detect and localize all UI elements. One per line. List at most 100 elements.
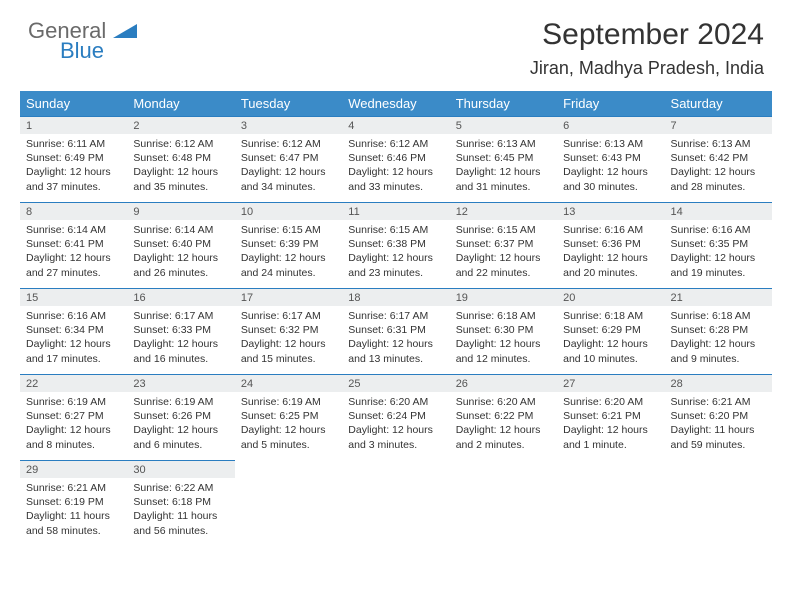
sunrise-text: Sunrise: 6:13 AM xyxy=(671,137,766,151)
sunrise-text: Sunrise: 6:17 AM xyxy=(133,309,228,323)
sunset-text: Sunset: 6:25 PM xyxy=(241,409,336,423)
day-details: Sunrise: 6:11 AMSunset: 6:49 PMDaylight:… xyxy=(20,134,127,197)
calendar-day-cell: 24 Sunrise: 6:19 AMSunset: 6:25 PMDayligh… xyxy=(235,375,342,461)
sunrise-text: Sunrise: 6:17 AM xyxy=(241,309,336,323)
daylight-text: Daylight: 12 hours and 3 minutes. xyxy=(348,423,443,451)
day-details: Sunrise: 6:20 AMSunset: 6:21 PMDaylight:… xyxy=(557,392,664,455)
sunset-text: Sunset: 6:24 PM xyxy=(348,409,443,423)
daylight-text: Daylight: 12 hours and 10 minutes. xyxy=(563,337,658,365)
day-details: Sunrise: 6:18 AMSunset: 6:30 PMDaylight:… xyxy=(450,306,557,369)
day-details: Sunrise: 6:17 AMSunset: 6:31 PMDaylight:… xyxy=(342,306,449,369)
day-details: Sunrise: 6:17 AMSunset: 6:33 PMDaylight:… xyxy=(127,306,234,369)
day-details: Sunrise: 6:18 AMSunset: 6:28 PMDaylight:… xyxy=(665,306,772,369)
logo-word2: Blue xyxy=(60,38,137,64)
day-details: Sunrise: 6:22 AMSunset: 6:18 PMDaylight:… xyxy=(127,478,234,541)
calendar-day-cell: 28Sunrise: 6:21 AMSunset: 6:20 PMDayligh… xyxy=(665,375,772,461)
day-number: 30 xyxy=(127,461,234,478)
daylight-text: Daylight: 12 hours and 1 minute. xyxy=(563,423,658,451)
daylight-text: Daylight: 12 hours and 19 minutes. xyxy=(671,251,766,279)
sunrise-text: Sunrise: 6:14 AM xyxy=(26,223,121,237)
sunset-text: Sunset: 6:31 PM xyxy=(348,323,443,337)
day-number: 19 xyxy=(450,289,557,306)
calendar-day-cell: 17Sunrise: 6:17 AMSunset: 6:32 PMDayligh… xyxy=(235,289,342,375)
calendar-day-cell: 27Sunrise: 6:20 AMSunset: 6:21 PMDayligh… xyxy=(557,375,664,461)
daylight-text: Daylight: 12 hours and 5 minutes. xyxy=(241,423,336,451)
sunrise-text: Sunrise: 6:20 AM xyxy=(348,395,443,409)
daylight-text: Daylight: 12 hours and 34 minutes. xyxy=(241,165,336,193)
sunrise-text: Sunrise: 6:21 AM xyxy=(671,395,766,409)
day-number: 10 xyxy=(235,203,342,220)
day-details: Sunrise: 6:19 AMSunset: 6:27 PMDaylight:… xyxy=(20,392,127,455)
day-number: 14 xyxy=(665,203,772,220)
calendar-day-cell: 1Sunrise: 6:11 AMSunset: 6:49 PMDaylight… xyxy=(20,117,127,203)
day-details: Sunrise: 6:13 AMSunset: 6:45 PMDaylight:… xyxy=(450,134,557,197)
sunrise-text: Sunrise: 6:12 AM xyxy=(241,137,336,151)
calendar-day-cell: 25Sunrise: 6:20 AMSunset: 6:24 PMDayligh… xyxy=(342,375,449,461)
sunrise-text: Sunrise: 6:16 AM xyxy=(563,223,658,237)
sunrise-text: Sunrise: 6:12 AM xyxy=(348,137,443,151)
sunrise-text: Sunrise: 6:18 AM xyxy=(456,309,551,323)
col-thursday: Thursday xyxy=(450,91,557,117)
sunset-text: Sunset: 6:20 PM xyxy=(671,409,766,423)
sunrise-text: Sunrise: 6:21 AM xyxy=(26,481,121,495)
calendar-day-cell: 11Sunrise: 6:15 AMSunset: 6:38 PMDayligh… xyxy=(342,203,449,289)
day-number: 27 xyxy=(557,375,664,392)
day-details: Sunrise: 6:15 AMSunset: 6:38 PMDaylight:… xyxy=(342,220,449,283)
sunrise-text: Sunrise: 6:15 AM xyxy=(456,223,551,237)
day-details: Sunrise: 6:16 AMSunset: 6:36 PMDaylight:… xyxy=(557,220,664,283)
sunrise-text: Sunrise: 6:18 AM xyxy=(671,309,766,323)
day-number: 6 xyxy=(557,117,664,134)
sunset-text: Sunset: 6:36 PM xyxy=(563,237,658,251)
col-tuesday: Tuesday xyxy=(235,91,342,117)
calendar-week-row: 22Sunrise: 6:19 AMSunset: 6:27 PMDayligh… xyxy=(20,375,772,461)
day-number: 12 xyxy=(450,203,557,220)
calendar-empty-cell xyxy=(557,461,664,547)
sunrise-text: Sunrise: 6:15 AM xyxy=(241,223,336,237)
calendar-empty-cell xyxy=(665,461,772,547)
sunset-text: Sunset: 6:38 PM xyxy=(348,237,443,251)
day-number: 15 xyxy=(20,289,127,306)
day-number: 3 xyxy=(235,117,342,134)
day-number: 8 xyxy=(20,203,127,220)
sunset-text: Sunset: 6:27 PM xyxy=(26,409,121,423)
day-details: Sunrise: 6:21 AMSunset: 6:20 PMDaylight:… xyxy=(665,392,772,455)
sunrise-text: Sunrise: 6:20 AM xyxy=(456,395,551,409)
daylight-text: Daylight: 12 hours and 16 minutes. xyxy=(133,337,228,365)
day-number: 11 xyxy=(342,203,449,220)
sunset-text: Sunset: 6:33 PM xyxy=(133,323,228,337)
calendar-empty-cell xyxy=(450,461,557,547)
calendar-day-cell: 9Sunrise: 6:14 AMSunset: 6:40 PMDaylight… xyxy=(127,203,234,289)
sunset-text: Sunset: 6:39 PM xyxy=(241,237,336,251)
sunset-text: Sunset: 6:18 PM xyxy=(133,495,228,509)
calendar-day-cell: 20Sunrise: 6:18 AMSunset: 6:29 PMDayligh… xyxy=(557,289,664,375)
calendar-day-cell: 29Sunrise: 6:21 AMSunset: 6:19 PMDayligh… xyxy=(20,461,127,547)
day-number: 26 xyxy=(450,375,557,392)
sunset-text: Sunset: 6:48 PM xyxy=(133,151,228,165)
page-title: September 2024 xyxy=(530,18,764,52)
calendar-body: 1Sunrise: 6:11 AMSunset: 6:49 PMDaylight… xyxy=(20,117,772,547)
daylight-text: Daylight: 12 hours and 30 minutes. xyxy=(563,165,658,193)
day-number: 1 xyxy=(20,117,127,134)
day-details: Sunrise: 6:16 AMSunset: 6:34 PMDaylight:… xyxy=(20,306,127,369)
day-details: Sunrise: 6:17 AMSunset: 6:32 PMDaylight:… xyxy=(235,306,342,369)
sunset-text: Sunset: 6:49 PM xyxy=(26,151,121,165)
daylight-text: Daylight: 12 hours and 12 minutes. xyxy=(456,337,551,365)
sunset-text: Sunset: 6:30 PM xyxy=(456,323,551,337)
calendar-table: Sunday Monday Tuesday Wednesday Thursday… xyxy=(20,91,772,547)
calendar-day-cell: 4Sunrise: 6:12 AMSunset: 6:46 PMDaylight… xyxy=(342,117,449,203)
daylight-text: Daylight: 12 hours and 22 minutes. xyxy=(456,251,551,279)
col-saturday: Saturday xyxy=(665,91,772,117)
day-number: 7 xyxy=(665,117,772,134)
sunrise-text: Sunrise: 6:16 AM xyxy=(26,309,121,323)
sunrise-text: Sunrise: 6:19 AM xyxy=(241,395,336,409)
day-number: 4 xyxy=(342,117,449,134)
day-number: 24 xyxy=(235,375,342,392)
sunset-text: Sunset: 6:46 PM xyxy=(348,151,443,165)
calendar-day-cell: 22Sunrise: 6:19 AMSunset: 6:27 PMDayligh… xyxy=(20,375,127,461)
daylight-text: Daylight: 12 hours and 26 minutes. xyxy=(133,251,228,279)
location-text: Jiran, Madhya Pradesh, India xyxy=(530,58,764,79)
calendar-day-cell: 7Sunrise: 6:13 AMSunset: 6:42 PMDaylight… xyxy=(665,117,772,203)
daylight-text: Daylight: 12 hours and 13 minutes. xyxy=(348,337,443,365)
day-number: 16 xyxy=(127,289,234,306)
calendar-header-row: Sunday Monday Tuesday Wednesday Thursday… xyxy=(20,91,772,117)
